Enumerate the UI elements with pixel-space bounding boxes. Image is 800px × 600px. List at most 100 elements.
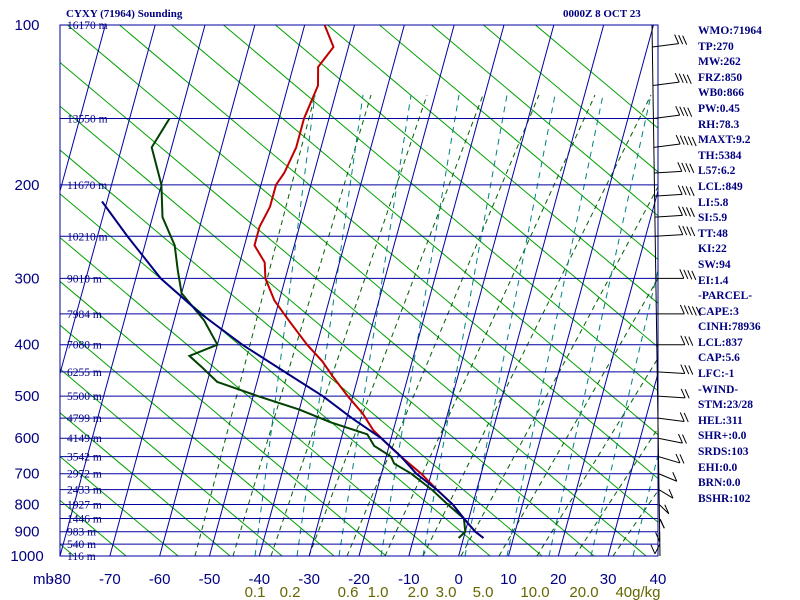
mixing-ratio-label: 0.1 xyxy=(245,584,266,600)
wind-barb-flag xyxy=(678,206,683,216)
pressure-tick-label: 800 xyxy=(14,497,39,514)
index-item: MW:262 xyxy=(698,56,741,69)
temperature-tick-label: 40 xyxy=(650,571,667,588)
temperature-tick-label: -40 xyxy=(248,571,270,588)
dry-adiabat-line xyxy=(482,25,658,173)
wind-barb xyxy=(657,364,694,375)
wind-barb-flag xyxy=(689,163,695,174)
height-label: 6255 m xyxy=(67,367,102,379)
mixing-ratio-label: 0.2 xyxy=(280,584,301,600)
dewpoint-trace xyxy=(150,117,467,539)
temperature-tick-label: 20 xyxy=(550,571,567,588)
wind-barb xyxy=(658,472,678,482)
index-item: PW:0.45 xyxy=(698,102,740,115)
index-item: CAP:5.6 xyxy=(698,352,740,365)
wind-barb-flag xyxy=(685,163,691,173)
wind-barb xyxy=(658,504,670,515)
height-label: 13550 m xyxy=(67,114,108,126)
wind-barb-flag xyxy=(688,365,694,375)
pressure-temperature-grid xyxy=(59,24,659,557)
wind-barb-flag xyxy=(650,544,656,555)
dry-adiabat-line xyxy=(222,25,658,392)
index-item: RH:78.3 xyxy=(698,118,740,131)
temperature-tick-label: -60 xyxy=(149,571,171,588)
wind-barb-flag xyxy=(690,226,696,237)
wind-barb-flag xyxy=(691,136,697,147)
moist-adiabat-line xyxy=(194,94,316,556)
height-label: 983 m xyxy=(67,527,96,539)
wind-barb-flag xyxy=(686,226,692,236)
wind-barb xyxy=(657,388,690,399)
pressure-tick-label: 1000 xyxy=(10,548,43,565)
index-item: WB0:866 xyxy=(698,87,744,100)
pressure-tick-label: 200 xyxy=(14,177,39,194)
wind-barb-shaft xyxy=(654,193,683,197)
mixing-ratio-label: 3.0 xyxy=(436,584,457,600)
wind-barb-flag xyxy=(679,135,685,145)
dry-adiabat-line xyxy=(60,324,335,556)
wind-barb xyxy=(652,34,688,48)
wind-barb xyxy=(655,225,696,237)
wind-barb-shaft xyxy=(652,81,680,86)
isotherm-line xyxy=(358,25,505,556)
wind-barb-flag xyxy=(672,472,678,482)
index-item: L57:6.2 xyxy=(698,165,736,178)
index-item: SI:5.9 xyxy=(698,212,728,225)
wind-barb-shaft xyxy=(652,43,679,48)
wind-barb-flag xyxy=(683,135,689,146)
wind-barb-flag xyxy=(682,225,688,236)
wind-barb-flag xyxy=(677,162,683,172)
mixing-ratio-line xyxy=(590,267,658,556)
moist-adiabat-line xyxy=(498,277,658,556)
mixing-ratio-label: 0.6 xyxy=(338,584,359,600)
mixing-ratio-label: 40g/kg xyxy=(615,584,660,600)
wind-barb-flag xyxy=(681,185,687,196)
index-item: LFC:-1 xyxy=(698,368,735,381)
wind-barb-flag xyxy=(664,504,670,514)
pressure-tick-label: 600 xyxy=(14,430,39,447)
sounding-traces xyxy=(101,25,485,539)
temperature-trace xyxy=(253,25,485,539)
wind-barb-flag xyxy=(688,336,694,346)
wind-barb-flag xyxy=(681,162,687,173)
dry-adiabat-line xyxy=(274,25,658,348)
wind-barb-flag xyxy=(675,134,681,145)
moist-adiabat-line xyxy=(460,185,658,556)
wind-barb-flag xyxy=(683,269,689,280)
index-item: WMO:71964 xyxy=(698,25,762,37)
wind-barb-flag xyxy=(680,335,686,345)
pressure-tick-label: 900 xyxy=(14,524,39,541)
pressure-tick-label: 700 xyxy=(14,466,39,483)
pressure-tick-label: 100 xyxy=(14,17,39,34)
wind-barb xyxy=(658,433,687,444)
isotherm-line xyxy=(308,25,455,556)
wind-barb xyxy=(658,518,665,529)
wind-barb-shaft xyxy=(658,504,670,515)
height-label: 4799 m xyxy=(67,413,102,425)
wind-barb-flag xyxy=(678,225,684,235)
pressure-axis-label: mb xyxy=(33,571,54,588)
index-item: TP:270 xyxy=(698,40,734,53)
height-label: 540 m xyxy=(67,539,96,551)
index-item: SRDS:103 xyxy=(698,446,749,459)
mixing-ratio-line xyxy=(548,94,652,556)
isotherm-line xyxy=(159,25,306,556)
height-label: 1446 m xyxy=(67,514,102,526)
wind-barb xyxy=(658,453,685,464)
mixing-ratio-label: 10.0 xyxy=(520,584,549,600)
mixing-ratio-line xyxy=(422,94,508,556)
wind-barb-shaft xyxy=(658,489,674,499)
index-item: BSHR:102 xyxy=(698,492,751,505)
wind-barb xyxy=(654,206,695,218)
wind-barb-flag xyxy=(690,207,695,218)
wind-barb-flag xyxy=(679,269,685,279)
temperature-tick-label: -20 xyxy=(348,571,370,588)
mixing-ratio-label: 1.0 xyxy=(368,584,389,600)
temperature-tick-label: -70 xyxy=(99,571,121,588)
wind-barb-shaft xyxy=(658,456,681,464)
parcel-trace xyxy=(101,200,485,539)
wind-barb-flag xyxy=(689,186,695,197)
height-label: 10210 m xyxy=(67,231,108,243)
wind-barb-flag xyxy=(687,305,693,316)
